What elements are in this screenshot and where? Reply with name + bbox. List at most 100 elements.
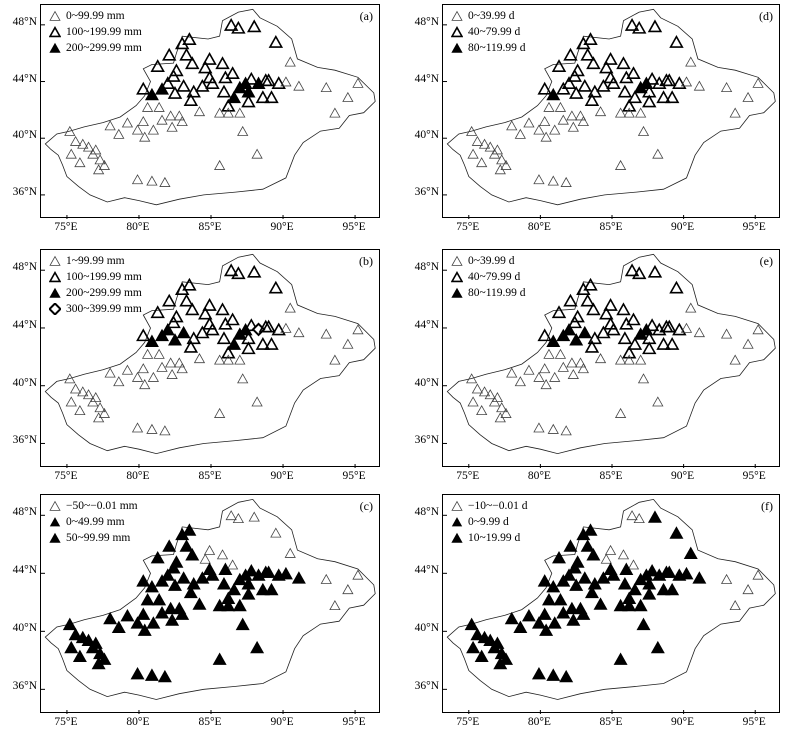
station-marker	[617, 84, 633, 98]
station-marker	[488, 148, 501, 159]
panel-label: (f)	[761, 499, 773, 513]
station-marker	[202, 52, 217, 65]
station-marker	[247, 264, 262, 278]
station-marker	[72, 649, 87, 662]
station-marker	[173, 110, 185, 121]
station-marker	[720, 81, 733, 92]
station-marker	[121, 364, 134, 375]
legend-label: 0~9.99 d	[468, 516, 509, 528]
station-marker	[176, 363, 188, 374]
legend-label: 200~299.99 mm	[66, 42, 142, 54]
station-marker	[352, 569, 364, 580]
station-marker	[146, 423, 158, 434]
legend: 0~39.99 d 40~79.99 d 80~119.99 d	[451, 8, 526, 56]
station-marker	[166, 315, 181, 329]
legend-item: 0~9.99 d	[451, 514, 527, 530]
station-marker	[622, 598, 637, 612]
legend-symbol-icon	[451, 42, 463, 53]
region-boundary	[446, 498, 776, 700]
station-marker	[104, 367, 116, 378]
legend-label: 50~99.99 mm	[66, 532, 131, 544]
station-marker	[293, 80, 305, 91]
station-marker	[157, 669, 172, 683]
station-marker	[241, 85, 256, 98]
station-marker	[656, 582, 671, 596]
y-tick-label: 40°N	[12, 376, 37, 389]
station-marker	[642, 577, 657, 590]
station-marker	[586, 56, 601, 70]
y-tick-label: 44°N	[12, 72, 37, 85]
station-marker	[669, 280, 684, 294]
region-boundary	[44, 253, 376, 455]
station-marker	[241, 587, 256, 600]
station-marker	[647, 19, 663, 33]
station-marker	[65, 148, 77, 159]
legend-marker	[451, 532, 463, 543]
map-panel-d: 0~39.99 d 40~79.99 d 80~119.99 d (d)	[442, 4, 780, 219]
y-tick-label: 44°N	[12, 564, 37, 577]
legend-label: 0~49.99 mm	[66, 516, 125, 528]
station-marker	[665, 582, 680, 596]
station-marker	[223, 263, 239, 277]
station-marker	[342, 338, 354, 349]
station-marker	[560, 176, 572, 187]
x-tick-label: 90°E	[671, 716, 695, 728]
station-marker	[537, 81, 552, 95]
x-tick-label: 85°E	[198, 470, 222, 482]
x-tick-label: 80°E	[126, 716, 150, 728]
legend-marker	[49, 517, 61, 527]
x-tick-label: 95°E	[742, 470, 766, 482]
station-marker	[235, 617, 250, 631]
station-marker	[173, 357, 185, 368]
station-marker	[580, 47, 595, 61]
station-marker	[583, 32, 598, 46]
station-marker	[250, 640, 265, 654]
station-marker	[577, 571, 592, 584]
station-marker	[619, 316, 634, 330]
station-marker	[471, 383, 484, 394]
station-marker	[216, 331, 232, 345]
legend-symbol-icon	[49, 517, 61, 527]
legend-symbol-icon	[49, 255, 61, 266]
y-tick-label: 40°N	[414, 376, 439, 389]
station-marker	[216, 84, 232, 98]
station-marker	[65, 396, 77, 407]
station-marker	[614, 107, 627, 118]
station-marker	[271, 322, 286, 336]
legend-label: 200~299.99 mm	[66, 287, 142, 299]
station-marker	[659, 73, 674, 87]
station-marker	[193, 106, 206, 117]
map-canvas	[443, 498, 776, 714]
map-canvas	[443, 253, 776, 468]
station-marker	[500, 159, 512, 170]
legend-item: 300~399.99 mm	[49, 301, 142, 317]
legend-symbol-icon	[49, 303, 61, 315]
x-tick-label: 75°E	[54, 221, 78, 233]
legend-marker	[451, 517, 463, 527]
region-boundary	[44, 498, 376, 700]
y-tick-label: 48°N	[12, 15, 37, 28]
station-marker	[166, 121, 178, 132]
station-marker	[216, 577, 231, 590]
station-marker	[176, 571, 191, 584]
station-marker	[195, 325, 210, 339]
station-marker	[729, 107, 741, 118]
station-marker	[742, 584, 754, 595]
station-marker	[645, 564, 660, 577]
legend-label: −50~−0.01 mm	[66, 500, 138, 512]
station-marker	[329, 600, 341, 611]
station-marker	[179, 47, 194, 61]
station-marker	[214, 107, 226, 118]
station-marker	[221, 98, 236, 112]
legend-item: 200~299.99 mm	[49, 285, 142, 301]
station-marker	[320, 573, 332, 584]
station-marker	[551, 59, 567, 72]
y-tick-label: 40°N	[12, 622, 37, 635]
station-marker	[284, 547, 296, 558]
station-marker	[185, 548, 200, 561]
station-marker	[650, 640, 665, 654]
panel-label: (b)	[359, 254, 373, 268]
station-marker	[562, 322, 577, 336]
station-marker	[284, 56, 296, 67]
station-marker	[223, 18, 239, 31]
